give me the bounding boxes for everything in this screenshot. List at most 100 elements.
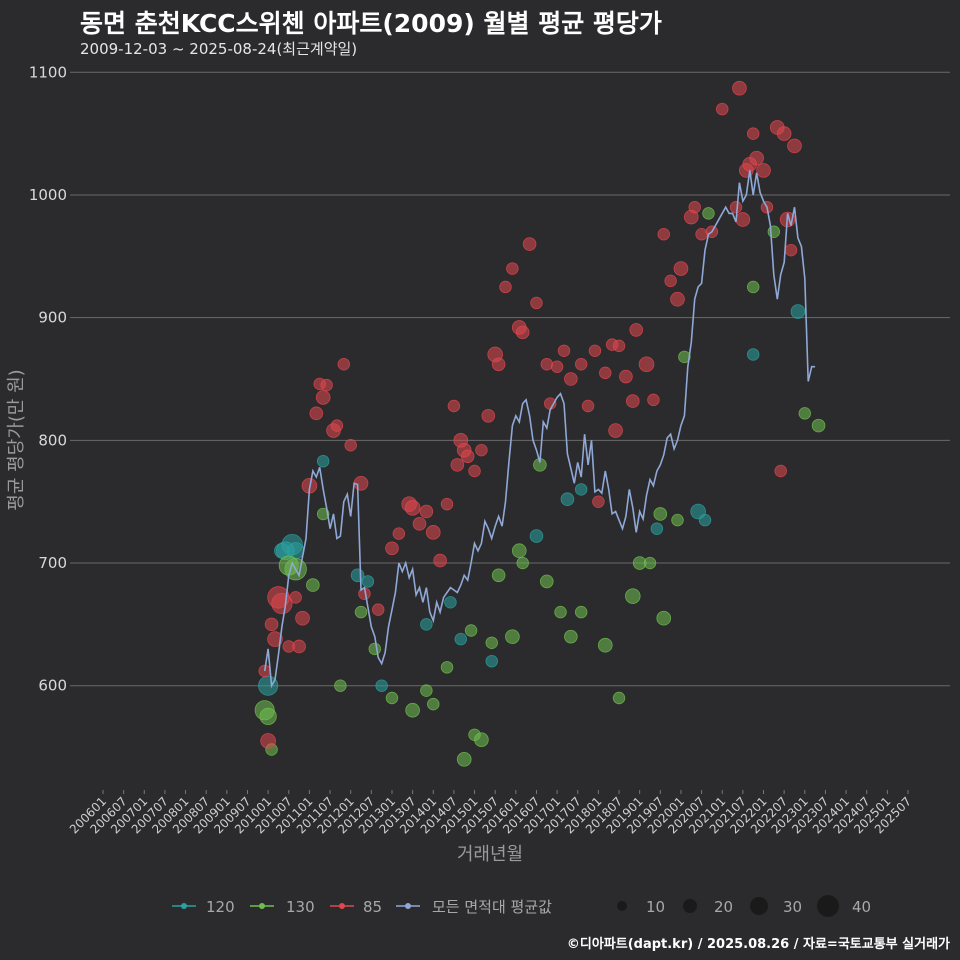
data-point-85 bbox=[404, 500, 421, 516]
data-point-85 bbox=[506, 262, 519, 275]
legend-item-85[interactable]: 85 bbox=[330, 898, 382, 916]
data-point-85 bbox=[440, 497, 454, 511]
data-point-130 bbox=[678, 350, 691, 364]
data-point-130 bbox=[554, 605, 567, 619]
data-point-85 bbox=[481, 408, 496, 423]
chart-subtitle: 2009-12-03 ~ 2025-08-24(최근계약일) bbox=[80, 40, 358, 58]
data-point-130 bbox=[491, 568, 506, 583]
data-point-85 bbox=[581, 399, 595, 413]
legend-item-130[interactable]: 130 bbox=[250, 898, 315, 916]
data-point-85 bbox=[673, 261, 689, 276]
data-point-130 bbox=[334, 679, 347, 692]
data-point-130 bbox=[597, 637, 613, 653]
data-point-85 bbox=[522, 237, 537, 251]
data-point-130 bbox=[485, 636, 498, 649]
data-point-130 bbox=[464, 624, 478, 637]
y-tick-label: 1000 bbox=[29, 186, 67, 204]
data-point-85 bbox=[260, 733, 276, 749]
data-point-130 bbox=[511, 543, 527, 559]
data-point-85 bbox=[732, 80, 747, 96]
data-point-85 bbox=[385, 541, 399, 556]
data-point-130 bbox=[456, 752, 472, 767]
grid-lines bbox=[70, 71, 950, 687]
x-axis-ticks: 2006012006072007012007072008012008072009… bbox=[67, 790, 914, 837]
data-point-85 bbox=[619, 369, 633, 384]
data-point-85 bbox=[688, 201, 701, 214]
data-point-120 bbox=[560, 492, 575, 507]
data-point-85 bbox=[468, 464, 481, 478]
size-legend-dot-40 bbox=[817, 895, 839, 917]
size-legend-label-40: 40 bbox=[852, 898, 871, 916]
data-point-85 bbox=[372, 603, 385, 616]
data-point-85 bbox=[564, 372, 578, 386]
data-point-130 bbox=[656, 610, 672, 626]
data-point-130 bbox=[612, 691, 626, 705]
data-point-120 bbox=[420, 618, 433, 631]
data-point-85 bbox=[460, 449, 475, 464]
data-point-130 bbox=[624, 588, 641, 604]
x-axis-title: 거래년월 bbox=[457, 844, 523, 865]
data-point-85 bbox=[599, 366, 612, 380]
data-point-85 bbox=[776, 126, 792, 141]
data-point-85 bbox=[574, 358, 588, 371]
data-point-85 bbox=[749, 150, 764, 166]
data-point-85 bbox=[425, 525, 441, 540]
data-point-130 bbox=[405, 702, 420, 718]
data-point-130 bbox=[440, 661, 454, 674]
chart-title: 동면 춘천KCC스위첸 아파트(2009) 월별 평균 평당가 bbox=[80, 9, 662, 38]
legend-item-120[interactable]: 120 bbox=[172, 898, 235, 916]
data-point-130 bbox=[368, 642, 381, 656]
legend-item-average[interactable]: 모든 면적대 평균값 bbox=[396, 898, 552, 916]
data-point-85 bbox=[309, 406, 324, 421]
size-legend-label-20: 20 bbox=[714, 898, 733, 916]
data-point-85 bbox=[475, 443, 488, 457]
data-point-85 bbox=[592, 495, 605, 508]
data-point-85 bbox=[716, 102, 729, 116]
data-point-85 bbox=[447, 399, 461, 413]
data-point-130 bbox=[316, 507, 330, 521]
y-axis-title: 평균 평당가(만 원) bbox=[6, 369, 27, 510]
source-credit: ©디아파트(dapt.kr) / 2025.08.26 / 자료=국토교통부 실… bbox=[566, 937, 950, 952]
data-point-85 bbox=[530, 296, 543, 310]
size-legend-label-30: 30 bbox=[783, 898, 802, 916]
data-point-130 bbox=[643, 556, 657, 570]
data-point-130 bbox=[427, 697, 440, 711]
data-point-130 bbox=[516, 556, 529, 570]
data-point-85 bbox=[550, 360, 564, 373]
data-point-85 bbox=[670, 291, 685, 307]
data-point-85 bbox=[264, 617, 279, 632]
y-tick-label: 1100 bbox=[29, 63, 67, 81]
data-point-130 bbox=[385, 691, 399, 705]
data-point-130 bbox=[474, 732, 489, 748]
data-point-130 bbox=[539, 574, 554, 589]
data-point-130 bbox=[798, 407, 812, 420]
data-point-85 bbox=[412, 516, 427, 531]
data-point-85 bbox=[320, 378, 333, 392]
data-point-130 bbox=[653, 507, 668, 521]
data-point-130 bbox=[306, 578, 320, 592]
data-point-120 bbox=[746, 348, 760, 361]
data-point-130 bbox=[702, 207, 715, 220]
data-point-120 bbox=[790, 304, 806, 319]
legend-label-average: 모든 면적대 평균값 bbox=[432, 898, 552, 916]
data-point-120 bbox=[361, 575, 375, 588]
data-point-85 bbox=[515, 325, 530, 340]
data-point-85 bbox=[787, 138, 802, 154]
data-point-130 bbox=[259, 707, 277, 726]
data-point-85 bbox=[746, 127, 760, 140]
data-point-85 bbox=[774, 464, 787, 478]
data-point-130 bbox=[420, 684, 433, 697]
size-legend-dot-10 bbox=[617, 901, 627, 911]
y-tick-label: 900 bbox=[38, 309, 67, 327]
data-point-85 bbox=[629, 323, 644, 337]
y-tick-label: 700 bbox=[38, 554, 67, 572]
data-point-85 bbox=[344, 439, 357, 452]
data-point-85 bbox=[419, 504, 434, 519]
data-point-120 bbox=[650, 522, 664, 535]
legend-label-85: 85 bbox=[363, 898, 382, 916]
data-point-120 bbox=[454, 632, 467, 646]
data-point-85 bbox=[491, 357, 506, 372]
data-point-120 bbox=[444, 596, 457, 609]
data-point-85 bbox=[588, 344, 602, 357]
